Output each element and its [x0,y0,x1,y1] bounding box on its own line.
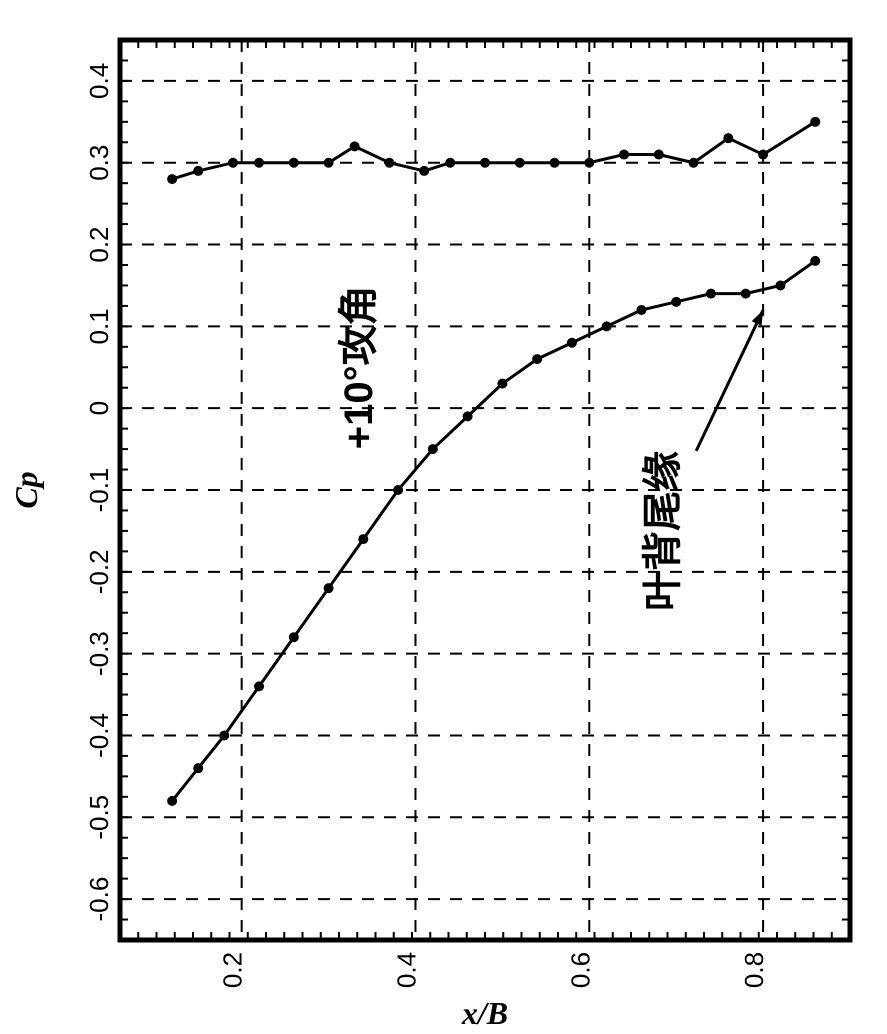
marker [567,338,577,348]
marker [254,681,264,691]
x-tick-label: 0.4 [391,952,421,988]
marker [193,763,203,773]
marker [167,174,177,184]
annotation: 叶背尾缘 [641,451,685,611]
y-tick-label: 0.4 [84,63,114,99]
marker [384,158,394,168]
marker [289,158,299,168]
y-tick-label: -0.2 [84,549,114,594]
marker [775,280,785,290]
marker [167,796,177,806]
marker [289,632,299,642]
y-tick-label: -0.3 [84,631,114,676]
y-tick-label: 0.2 [84,226,114,262]
marker [689,158,699,168]
y-tick-label: 0 [84,401,114,415]
marker [636,305,646,315]
y-tick-label: 0.3 [84,145,114,181]
x-tick-label: 0.2 [218,952,248,988]
marker [550,158,560,168]
marker [254,158,264,168]
y-tick-label: -0.1 [84,468,114,513]
marker [193,166,203,176]
marker [584,158,594,168]
y-tick-label: -0.4 [84,713,114,758]
marker [758,150,768,160]
x-axis-label: x/B [462,995,508,1032]
marker [358,534,368,544]
series-lower [172,261,815,801]
marker [393,485,403,495]
marker [671,297,681,307]
y-tick-label: -0.5 [84,795,114,840]
marker [619,150,629,160]
marker [497,379,507,389]
marker [810,256,820,266]
marker [741,289,751,299]
series-upper [172,122,815,179]
marker [654,150,664,160]
annotation: +10°攻角 [337,285,381,449]
y-tick-label: 0.1 [84,308,114,344]
cp-line-chart: 0.2 0.4 0.6 0.8 -0.6 -0.5 -0.4 -0.3 -0.2 -0.1 0 0.1… [0,0,887,1034]
marker [480,158,490,168]
marker [419,166,429,176]
annotation-arrow [696,310,763,451]
y-tick-label: -0.6 [84,877,114,922]
marker [463,411,473,421]
marker [324,158,334,168]
marker [428,444,438,454]
marker [219,730,229,740]
marker [810,117,820,127]
x-tick-label: 0.6 [565,952,595,988]
marker [602,321,612,331]
y-axis-label: Cp [8,471,45,508]
marker [515,158,525,168]
marker [723,133,733,143]
marker [324,583,334,593]
marker [350,141,360,151]
marker [706,289,716,299]
arrowhead-icon [752,310,763,326]
marker [532,354,542,364]
x-tick-label: 0.8 [739,952,769,988]
marker [228,158,238,168]
marker [445,158,455,168]
